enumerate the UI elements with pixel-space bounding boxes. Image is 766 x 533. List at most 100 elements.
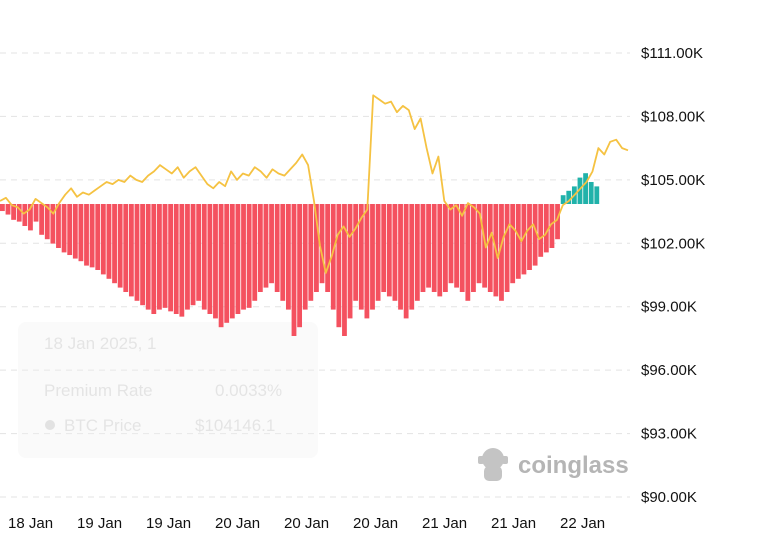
premium-bar: [420, 204, 426, 292]
premium-bar: [128, 204, 134, 297]
y-axis-ticks: $111.00K $108.00K $105.00K $102.00K $99.00K $…: [641, 45, 705, 506]
premium-bar: [347, 204, 353, 319]
premium-bar: [459, 204, 465, 292]
premium-bar: [448, 204, 454, 284]
premium-bar: [291, 204, 297, 336]
premium-bars: [0, 173, 600, 336]
premium-bar: [213, 204, 218, 319]
y-tick-label: $99.00K: [641, 299, 697, 316]
premium-bar: [22, 204, 28, 226]
premium-bar: [285, 204, 291, 310]
premium-bar: [487, 204, 493, 292]
premium-bar: [263, 204, 269, 288]
premium-bar: [11, 204, 17, 220]
premium-bar: [532, 204, 538, 266]
btc-price-line: [0, 94, 629, 274]
premium-bar: [50, 204, 56, 244]
premium-bar: [336, 204, 342, 328]
premium-bar: [0, 204, 5, 212]
y-tick-label: $111.00K: [641, 45, 703, 62]
tooltip-price-value: $104146.1: [195, 416, 275, 435]
premium-bar: [398, 204, 403, 310]
y-tick-label: $90.00K: [641, 489, 697, 506]
watermark-text: coinglass: [518, 452, 629, 479]
premium-bar: [218, 204, 224, 328]
premium-bar: [566, 190, 572, 204]
premium-bar: [386, 204, 392, 297]
premium-bar: [89, 204, 95, 268]
premium-bar: [168, 204, 174, 312]
premium-bar: [308, 204, 314, 301]
premium-bar: [196, 204, 202, 301]
x-tick-label: 18 Jan: [8, 515, 53, 532]
premium-bar: [190, 204, 196, 306]
premium-bar: [84, 204, 89, 266]
premium-bar: [157, 204, 162, 310]
premium-bar: [471, 204, 476, 292]
premium-bar: [173, 204, 179, 314]
tooltip-ghost: 18 Jan 2025, 1 Premium Rate 0.0033% BTC …: [18, 322, 318, 458]
premium-bar: [44, 204, 50, 240]
y-tick-label: $96.00K: [641, 362, 697, 379]
x-tick-label: 22 Jan: [560, 515, 605, 532]
premium-bar: [72, 204, 78, 259]
premium-bar: [403, 204, 409, 319]
premium-bar: [409, 204, 415, 310]
premium-bar: [538, 204, 544, 257]
premium-bar: [224, 204, 230, 323]
premium-bar: [151, 204, 157, 314]
x-tick-label: 20 Jan: [353, 515, 398, 532]
premium-bar: [140, 204, 145, 306]
premium-bar: [577, 177, 583, 204]
premium-bar: [431, 204, 437, 292]
tooltip-price-label: BTC Price: [64, 416, 141, 435]
premium-bar: [179, 204, 185, 317]
premium-bar: [246, 204, 252, 308]
premium-bar: [5, 204, 11, 215]
x-tick-label: 21 Jan: [491, 515, 536, 532]
premium-bar: [235, 204, 241, 314]
premium-bar: [56, 204, 61, 248]
premium-bar: [302, 204, 308, 310]
premium-bar: [100, 204, 106, 275]
premium-bar: [134, 204, 140, 301]
premium-bar: [112, 204, 117, 284]
premium-bar: [583, 173, 588, 204]
premium-bar: [414, 204, 420, 301]
premium-bar: [330, 204, 336, 310]
y-tick-label: $93.00K: [641, 426, 697, 443]
premium-bar: [353, 204, 359, 301]
x-tick-label: 19 Jan: [146, 515, 191, 532]
premium-bar: [499, 204, 504, 301]
premium-bar: [426, 204, 431, 288]
premium-bar: [229, 204, 235, 319]
premium-bar: [515, 204, 521, 279]
premium-bar: [16, 204, 22, 222]
premium-bar: [358, 204, 364, 310]
premium-bar: [375, 204, 381, 301]
tooltip-premium-label: Premium Rate: [44, 381, 153, 400]
premium-bar: [319, 204, 325, 284]
y-tick-label: $108.00K: [641, 108, 705, 125]
premium-bar: [510, 204, 516, 284]
tooltip-premium-value: 0.0033%: [215, 381, 282, 400]
premium-bar: [521, 204, 527, 275]
premium-bar: [257, 204, 263, 292]
coinglass-watermark: coinglass: [478, 448, 629, 481]
premium-bar: [297, 204, 303, 328]
premium-bar: [560, 195, 566, 204]
x-tick-label: 21 Jan: [422, 515, 467, 532]
premium-bar: [594, 186, 600, 204]
premium-bar: [370, 204, 375, 310]
premium-bar: [381, 204, 387, 292]
premium-bar: [465, 204, 471, 301]
x-tick-label: 20 Jan: [215, 515, 260, 532]
premium-bar: [274, 204, 280, 292]
x-tick-label: 19 Jan: [77, 515, 122, 532]
premium-bar: [67, 204, 73, 256]
y-tick-label: $102.00K: [641, 235, 705, 252]
premium-bar: [106, 204, 112, 279]
premium-bar: [342, 204, 347, 336]
premium-bar: [392, 204, 398, 301]
